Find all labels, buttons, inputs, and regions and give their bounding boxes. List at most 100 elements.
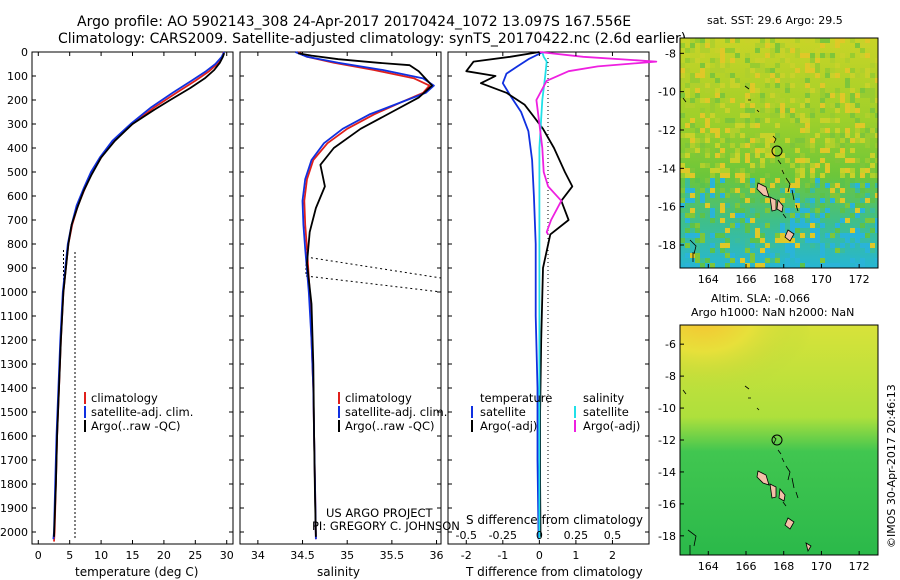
sst-cell	[790, 163, 795, 168]
sst-map-axes: 164 166 168 170 172 -8 -10 -12 -14 -16 -18	[658, 47, 870, 286]
sst-cell	[810, 173, 815, 178]
sst-cell	[685, 198, 690, 203]
sst-cell	[790, 243, 795, 248]
sst-cell	[725, 168, 730, 173]
sst-cell	[840, 208, 845, 213]
sst-cell	[800, 233, 805, 238]
sst-cell	[840, 233, 845, 238]
sst-cell	[755, 233, 760, 238]
sst-cell	[720, 218, 725, 223]
sst-cell	[775, 108, 780, 113]
sst-cell	[745, 173, 750, 178]
sst-cell	[795, 158, 800, 163]
depth-tick-label: 1400	[0, 382, 28, 395]
sst-cell	[805, 88, 810, 93]
sst-cell	[860, 173, 865, 178]
sst-cell	[775, 238, 780, 243]
sst-cell	[735, 38, 740, 43]
sst-cell	[860, 163, 865, 168]
sst-cell	[690, 83, 695, 88]
sst-cell	[705, 148, 710, 153]
sst-cell	[845, 103, 850, 108]
sst-cell	[765, 173, 770, 178]
s-tick-label: -0.5	[456, 529, 477, 542]
header-line-2: Climatology: CARS2009. Satellite-adjuste…	[58, 31, 686, 47]
sst-cell	[765, 188, 770, 193]
sst-cell	[690, 233, 695, 238]
sst-cell	[805, 68, 810, 73]
sst-cell	[800, 163, 805, 168]
sst-cell	[750, 143, 755, 148]
x-tick-label: 0	[536, 549, 543, 562]
salinity-panel-frame	[239, 51, 442, 545]
map-y-tick-label: -14	[658, 466, 676, 479]
sst-cell	[800, 78, 805, 83]
sst-cell	[810, 218, 815, 223]
sst-cell	[680, 173, 685, 178]
sst-cell	[875, 133, 878, 138]
sst-cell	[825, 263, 830, 268]
sst-cell	[700, 193, 705, 198]
sst-cell	[715, 153, 720, 158]
sst-cell	[720, 48, 725, 53]
map-x-tick-label: 172	[849, 273, 870, 286]
sst-cell	[855, 133, 860, 138]
sst-cell	[715, 243, 720, 248]
sst-cell	[710, 233, 715, 238]
sst-cell	[865, 73, 870, 78]
sst-cell	[755, 48, 760, 53]
sst-cell	[775, 133, 780, 138]
sst-cell	[725, 263, 730, 268]
sst-cell	[775, 78, 780, 83]
sst-cell	[815, 88, 820, 93]
sst-cell	[760, 38, 765, 43]
sst-cell	[810, 168, 815, 173]
legend-s-argo-label: Argo(-adj)	[583, 419, 640, 433]
sst-cell	[690, 173, 695, 178]
sst-cell	[865, 198, 870, 203]
sst-cell	[700, 73, 705, 78]
sst-cell	[875, 173, 878, 178]
sst-cell	[825, 148, 830, 153]
sst-cell	[745, 68, 750, 73]
sst-cell	[865, 143, 870, 148]
sst-cell	[850, 53, 855, 58]
s-tick-label: 0.5	[604, 529, 622, 542]
sst-cell	[775, 48, 780, 53]
sst-cell	[835, 143, 840, 148]
sst-cell	[745, 218, 750, 223]
map-x-tick-label: 172	[849, 560, 870, 573]
sst-cell	[865, 193, 870, 198]
depth-tick-label: 1200	[0, 334, 28, 347]
sst-cell	[740, 113, 745, 118]
sst-cell	[680, 168, 685, 173]
sst-cell	[875, 128, 878, 133]
sst-cell	[805, 208, 810, 213]
map-y-tick-label: -12	[658, 434, 676, 447]
sst-cell	[825, 168, 830, 173]
sst-cell	[860, 198, 865, 203]
legend-t-argo-label: Argo(-adj)	[480, 419, 537, 433]
sst-cell	[685, 83, 690, 88]
sst-cell	[840, 138, 845, 143]
sst-cell	[700, 188, 705, 193]
sst-cell	[800, 118, 805, 123]
sst-cell	[850, 173, 855, 178]
sst-cell	[800, 153, 805, 158]
sst-cell	[725, 238, 730, 243]
sst-cell	[700, 53, 705, 58]
sst-cell	[750, 238, 755, 243]
sla-map-title-2: Argo h1000: NaN h2000: NaN	[691, 306, 854, 319]
sst-cell	[855, 128, 860, 133]
sst-cell	[870, 63, 875, 68]
sst-cell	[730, 153, 735, 158]
sst-cell	[770, 243, 775, 248]
sst-cell	[795, 228, 800, 233]
sst-cell	[870, 128, 875, 133]
depth-tick-label: 900	[7, 262, 28, 275]
sst-cell	[865, 133, 870, 138]
sst-cell	[730, 158, 735, 163]
sst-cell	[745, 73, 750, 78]
x-tick-label: 10	[94, 549, 108, 562]
sst-cell	[690, 133, 695, 138]
